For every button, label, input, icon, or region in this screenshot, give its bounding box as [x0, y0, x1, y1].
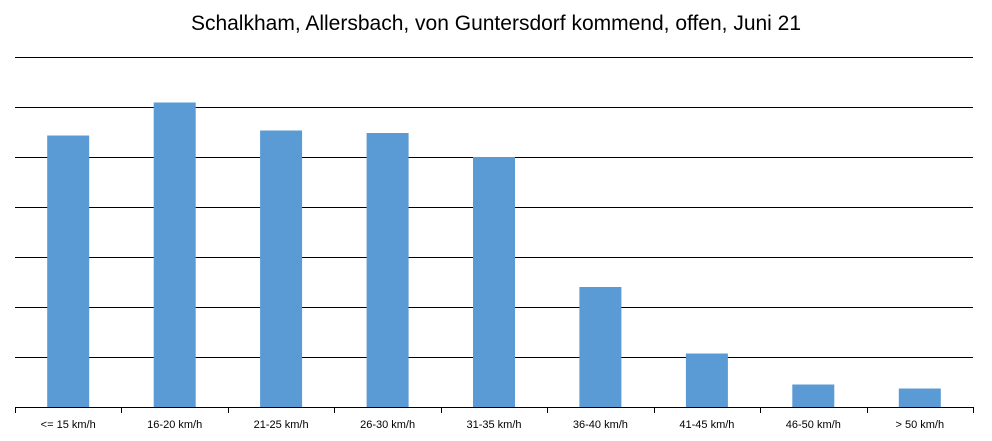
x-tick-label: 26-30 km/h [360, 419, 415, 431]
x-tick-label: 36-40 km/h [573, 419, 628, 431]
bar [473, 157, 515, 407]
bar [366, 133, 409, 407]
chart-title: Schalkham, Allersbach, von Guntersdorf k… [190, 12, 802, 35]
bar [47, 135, 90, 407]
x-tick-label: <= 15 km/h [41, 419, 96, 431]
x-tick-label: > 50 km/h [895, 419, 944, 431]
bar [792, 384, 835, 407]
bar [579, 287, 622, 407]
x-tick-label: 46-50 km/h [786, 419, 841, 431]
x-tick-label: 31-35 km/h [466, 419, 521, 431]
x-tick-label: 41-45 km/h [679, 419, 734, 431]
bar [260, 130, 303, 407]
x-tick-label: 16-20 km/h [147, 419, 202, 431]
bar [153, 102, 196, 407]
bar [685, 353, 728, 407]
bar [898, 388, 941, 407]
x-tick-label: 21-25 km/h [254, 419, 309, 431]
